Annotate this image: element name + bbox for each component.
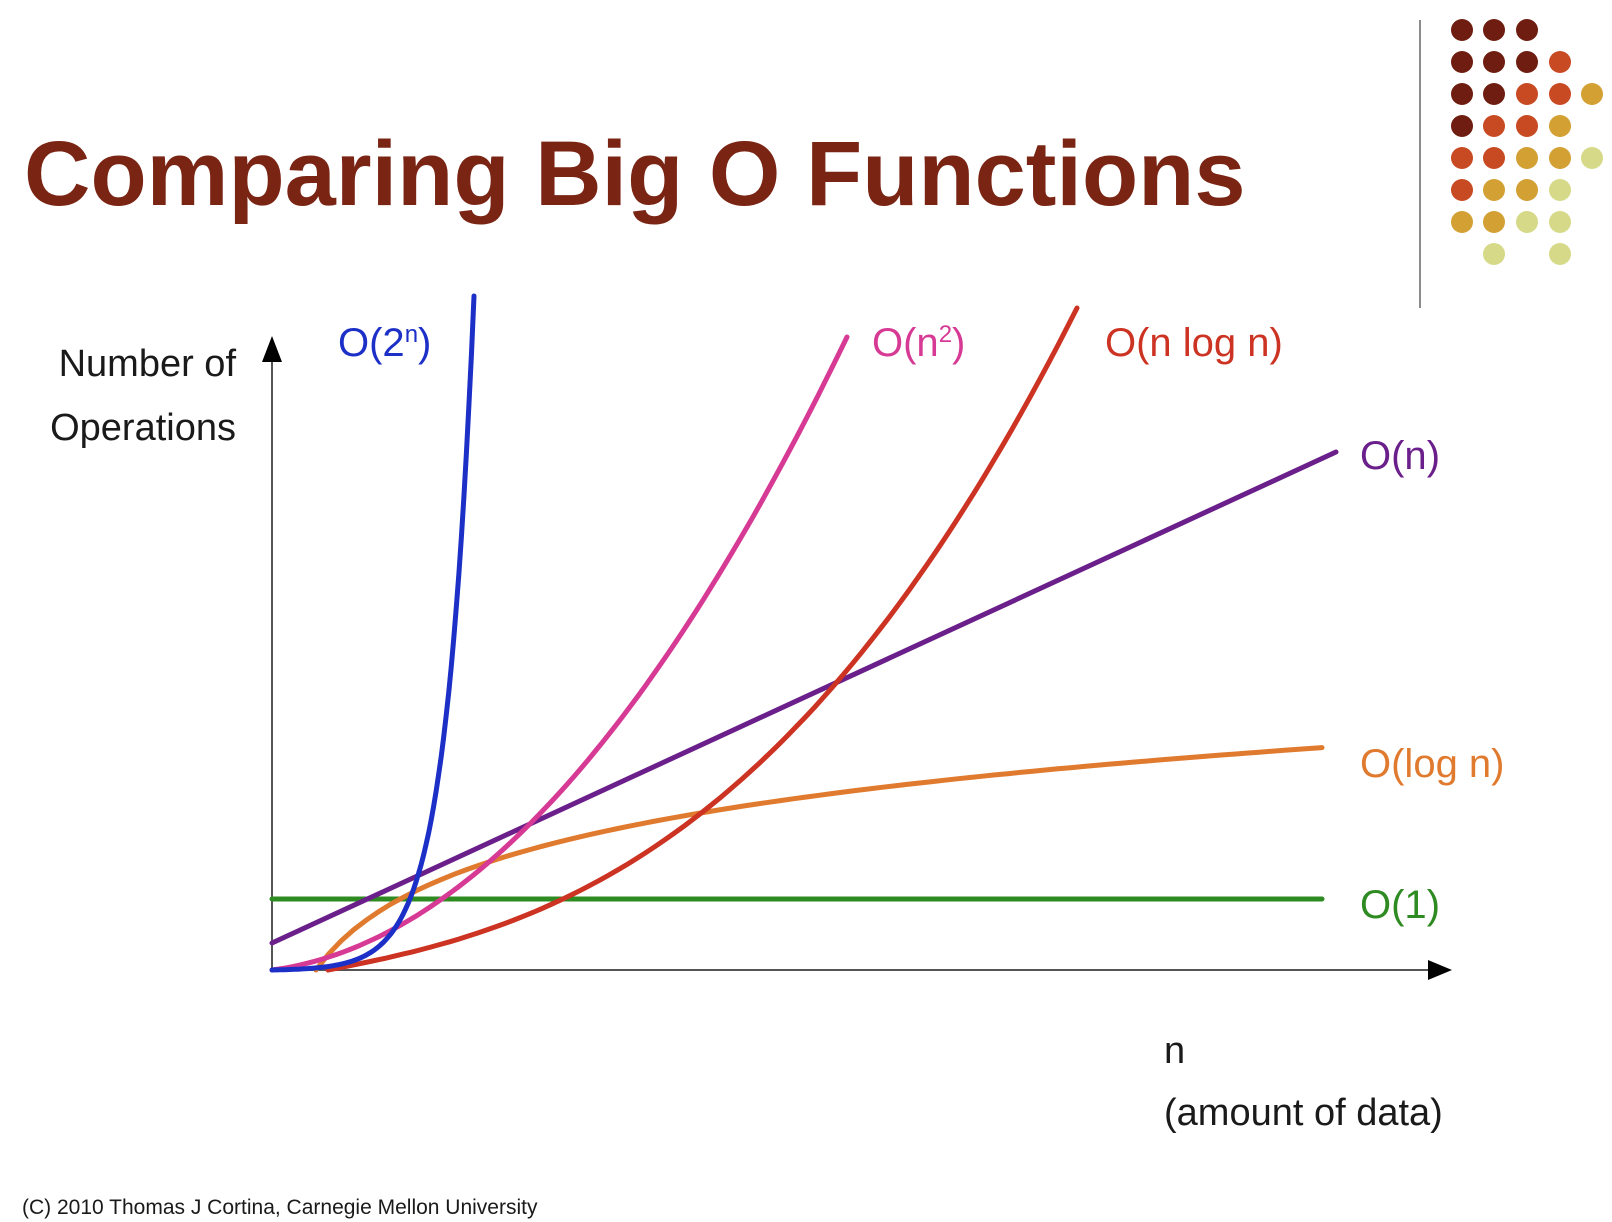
slide-title: Comparing Big O Functions [24,123,1246,225]
x-axis-label-line-2: (amount of data) [1164,1092,1443,1134]
y-axis-label-line-1: Number of [58,343,236,385]
y-axis-label-line-2: Operations [50,407,236,449]
series-line-exponential [269,293,477,973]
x-axis-label: n (amount of data) [1164,1020,1443,1144]
series-label-log: O(log n) [1360,742,1505,786]
y-axis-arrow [262,336,282,362]
series-label-exponential: O(2n) [338,321,431,365]
x-axis-arrow [1428,960,1452,980]
y-axis-label: Number of Operations [22,332,236,460]
x-axis-label-line-1: n [1164,1030,1186,1072]
series-label-linear: O(n) [1360,434,1440,478]
title-divider [1419,20,1421,308]
series-line-linear [269,449,1339,946]
copyright-notice: (C) 2010 Thomas J Cortina, Carnegie Mell… [22,1196,538,1219]
series-label-nlogn: O(n log n) [1105,321,1283,365]
series-label-constant: O(1) [1360,883,1440,927]
chart-axes [262,336,1452,980]
series-line-quadratic [269,334,850,973]
series-line-nlogn [325,305,1080,973]
series-label-quadratic: O(n2) [872,321,965,365]
